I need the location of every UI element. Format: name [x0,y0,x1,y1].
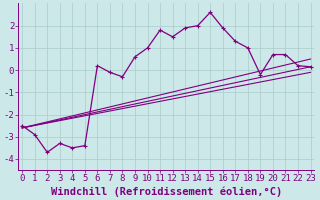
X-axis label: Windchill (Refroidissement éolien,°C): Windchill (Refroidissement éolien,°C) [51,186,282,197]
